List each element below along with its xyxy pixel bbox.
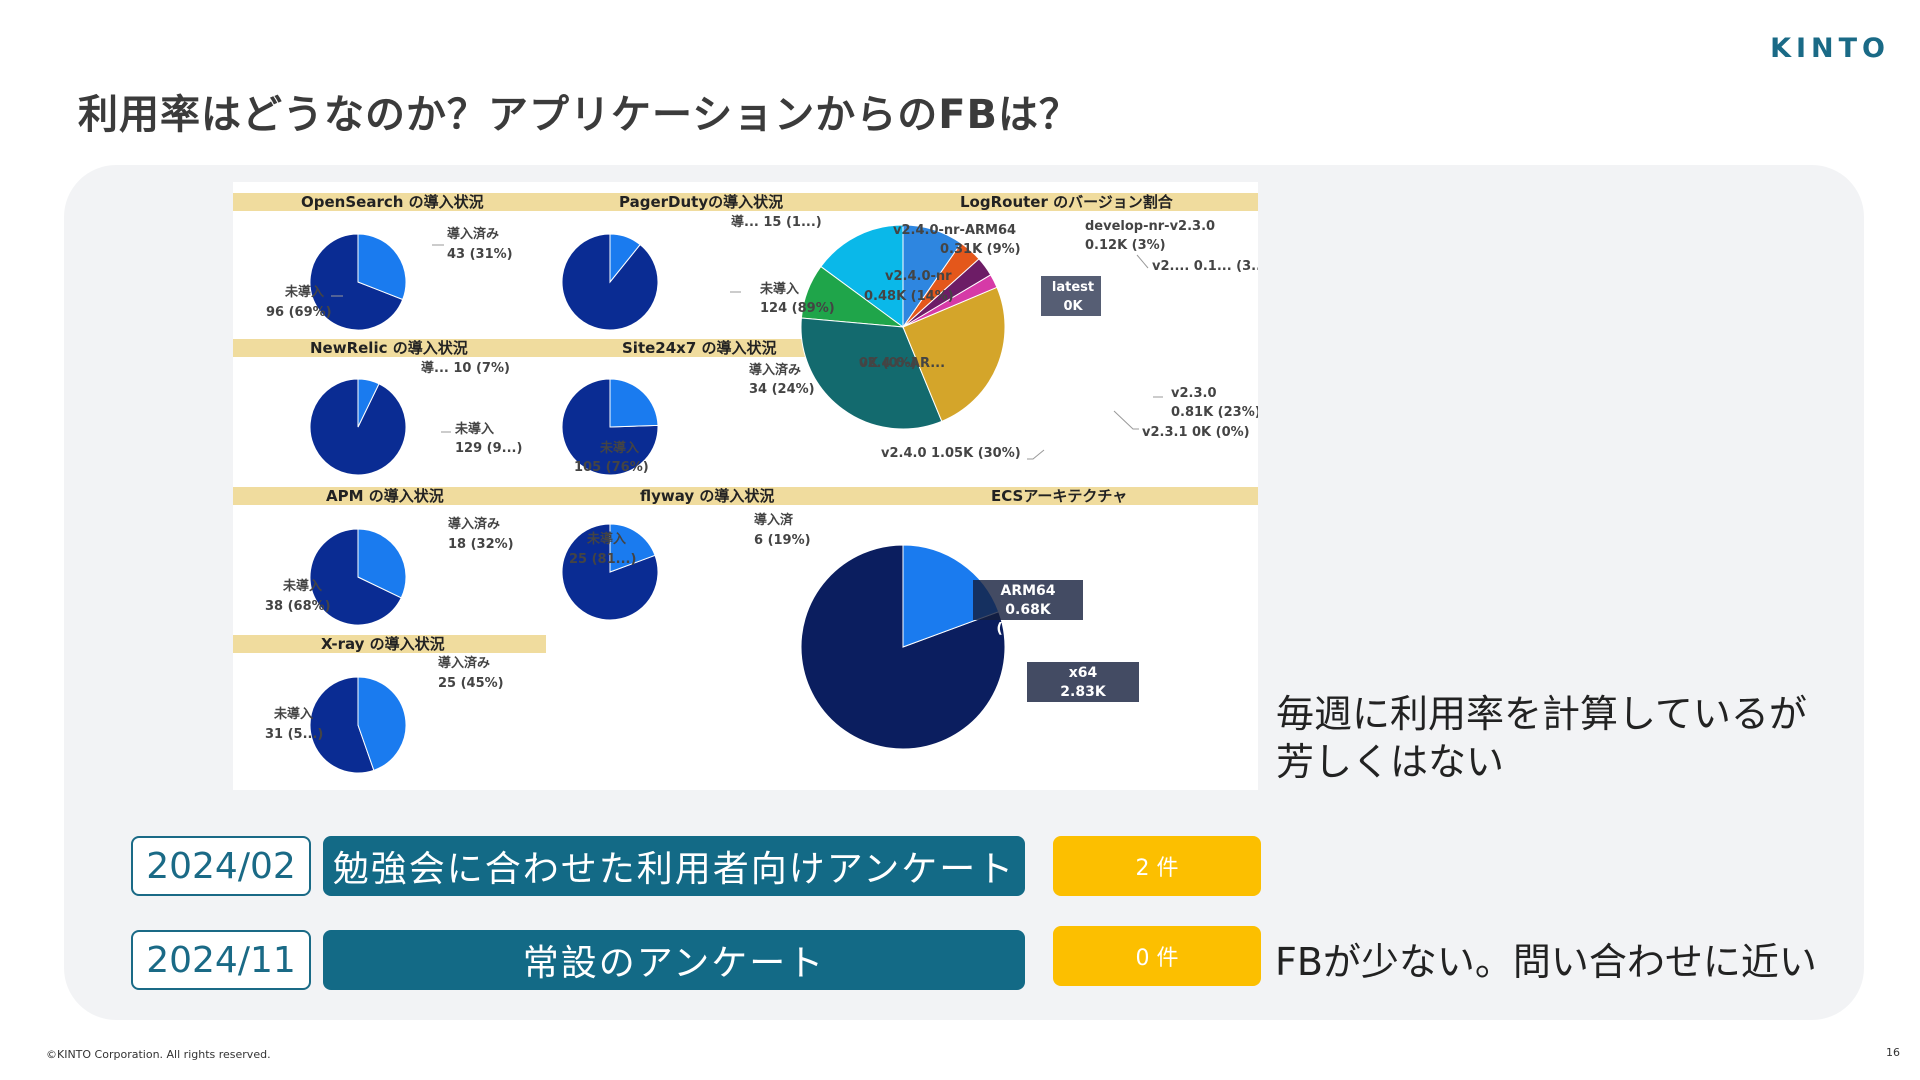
chart-label: 124 (89%) <box>760 301 835 316</box>
chart-label: 導... 10 (7%) <box>421 360 510 376</box>
chart-label: v2.4.0-nr <box>885 269 952 284</box>
chart-title-logrouter: LogRouter のバージョン割合 <box>859 193 1258 211</box>
survey-title-1: 勉強会に合わせた利用者向けアンケート <box>323 836 1025 896</box>
arm64-badge <box>973 580 1083 620</box>
chart-label: 105 (76%) <box>574 460 649 475</box>
pie-slice <box>609 523 656 573</box>
chart-label: 6 (19%) <box>754 533 811 548</box>
chart-label: 0.48K (14%) <box>864 289 954 304</box>
chart-label: 25 (81...) <box>569 552 636 567</box>
page-title: 利用率はどうなのか？アプリケーションからのFBは？ <box>78 92 1081 138</box>
x64-label: x64 2.83K (80.7...) <box>1051 665 1115 719</box>
chart-label: v2.4.0-nr-ARM64 <box>893 223 1016 238</box>
latest-badge <box>1041 276 1101 316</box>
x64-badge <box>1027 662 1139 702</box>
chart-label: 129 (9...) <box>455 441 522 456</box>
chart-title-site24x7: Site24x7 の導入状況 <box>546 339 859 357</box>
pie-slice <box>357 233 407 301</box>
chart-label: 96 (69%) <box>266 305 332 320</box>
chart-label: 0K (0%) <box>859 356 917 371</box>
pie-slice <box>902 224 962 329</box>
chart-label: 38 (68%) <box>265 599 331 614</box>
chart-label: 導入済み <box>749 362 801 378</box>
survey-date-2: 2024/11 <box>131 930 311 990</box>
arm64-label: ARM64 0.68K (19.2...) <box>996 583 1060 637</box>
leader-line <box>1113 410 1139 430</box>
chart-label: 未導入 <box>759 281 799 297</box>
leader-line <box>1027 449 1045 460</box>
pie-slice <box>800 317 943 430</box>
chart-label: 導入済 <box>754 512 794 528</box>
chart-label: 未導入 <box>599 440 639 456</box>
chart-title-opensearch: OpenSearch の導入状況 <box>233 193 546 211</box>
pie-slice <box>309 233 404 331</box>
chart-title-xray: X-ray の導入状況 <box>233 635 546 653</box>
chart-label: 未導入 <box>282 578 322 594</box>
pie-charts-svg: 導入済み 43 (31%) 未導入 96 (69%) 導... 15 (1...… <box>265 214 1258 774</box>
chart-label: v2.4.0 1.05K (30%) <box>881 446 1021 461</box>
chart-title-newrelic: NewRelic の導入状況 <box>233 339 546 357</box>
usage-comment: 毎週に利用率を計算しているが 芳しくはない <box>1276 692 1807 784</box>
chart-label: v2.4.0-AR... <box>859 356 945 371</box>
chart-title-pagerduty: PagerDutyの導入状況 <box>546 193 859 211</box>
chart-label: v2.... 0.1... (3... <box>1152 259 1258 274</box>
leader-line <box>1136 254 1149 269</box>
chart-label: 34 (24%) <box>749 382 815 397</box>
chart-title-ecs: ECSアーキテクチャ <box>859 487 1258 505</box>
pie-slice <box>820 224 904 328</box>
chart-title-flyway: flyway の導入状況 <box>546 487 859 505</box>
dashboard-charts: OpenSearch の導入状況 PagerDutyの導入状況 LogRoute… <box>233 182 1258 790</box>
chart-label: develop-nr-v2.3.0 <box>1085 219 1215 234</box>
chart-label: 未導入 <box>273 706 313 722</box>
copyright: ©KINTO Corporation. All rights reserved. <box>46 1048 271 1061</box>
chart-label: 0.31K (9%) <box>940 242 1021 257</box>
survey-count-2: 0 件 <box>1053 926 1261 986</box>
pie-slice <box>357 528 407 599</box>
chart-label: 導入済み <box>448 516 500 532</box>
pie-slice <box>561 523 659 621</box>
chart-label: 25 (45%) <box>438 676 504 691</box>
pie-slice <box>357 378 380 428</box>
chart-label: 導... 15 (1...) <box>731 214 822 230</box>
pie-slice <box>902 286 1006 422</box>
pie-slice <box>309 528 402 626</box>
chart-label: 0.12K (3%) <box>1085 238 1166 253</box>
chart-label: 導入済み <box>447 226 499 242</box>
chart-label: 31 (5...) <box>265 727 323 742</box>
survey-date-1: 2024/02 <box>131 836 311 896</box>
latest-label: latest 0K (0%) <box>1051 280 1095 333</box>
pie-slice <box>609 233 641 284</box>
chart-label: v2.3.1 0K (0%) <box>1142 425 1250 440</box>
chart-label: 18 (32%) <box>448 537 514 552</box>
pie-slice <box>357 676 407 771</box>
chart-label: 43 (31%) <box>447 247 513 262</box>
survey-title-2: 常設のアンケート <box>323 930 1025 990</box>
chart-label: 未導入 <box>586 531 626 547</box>
kinto-logo: KINTO <box>1770 33 1890 64</box>
chart-title-apm: APM の導入状況 <box>233 487 546 505</box>
pie-slice <box>609 378 659 428</box>
page-number: 16 <box>1886 1046 1900 1059</box>
feedback-comment: FBが少ない。問い合わせに近い <box>1275 940 1817 984</box>
chart-label: 導入済み <box>438 655 490 671</box>
chart-label: 0.81K (23%) <box>1171 405 1258 420</box>
chart-label: 未導入 <box>284 284 324 300</box>
chart-label: 未導入 <box>454 421 494 437</box>
chart-label: v2.3.0 <box>1171 386 1217 401</box>
survey-count-1: 2 件 <box>1053 836 1261 896</box>
